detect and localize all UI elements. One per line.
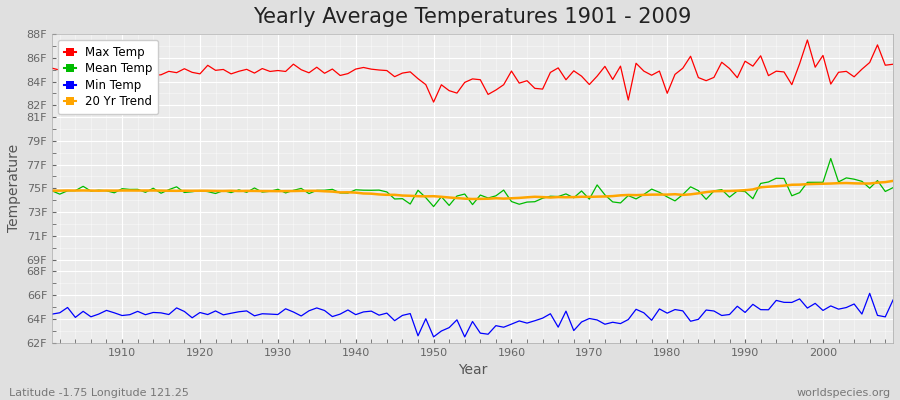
20 Yr Trend — [608, 194, 618, 198]
Mean Temp — [47, 188, 58, 193]
Min Temp — [327, 314, 338, 319]
Max Temp — [514, 81, 525, 86]
Line: 20 Yr Trend: 20 Yr Trend — [52, 181, 893, 199]
20 Yr Trend — [506, 196, 517, 201]
20 Yr Trend — [109, 188, 120, 193]
Title: Yearly Average Temperatures 1901 - 2009: Yearly Average Temperatures 1901 - 2009 — [253, 7, 692, 27]
Legend: Max Temp, Mean Temp, Min Temp, 20 Yr Trend: Max Temp, Mean Temp, Min Temp, 20 Yr Tre… — [58, 40, 158, 114]
20 Yr Trend — [887, 178, 898, 183]
X-axis label: Year: Year — [458, 363, 487, 377]
Text: Latitude -1.75 Longitude 121.25: Latitude -1.75 Longitude 121.25 — [9, 388, 189, 398]
20 Yr Trend — [467, 196, 478, 201]
Max Temp — [506, 69, 517, 74]
Min Temp — [514, 318, 525, 323]
Mean Temp — [327, 187, 338, 192]
Mean Temp — [280, 190, 291, 195]
Mean Temp — [825, 156, 836, 161]
20 Yr Trend — [327, 189, 338, 194]
Mean Temp — [109, 190, 120, 195]
Max Temp — [327, 67, 338, 72]
Y-axis label: Temperature: Temperature — [7, 144, 21, 232]
20 Yr Trend — [514, 196, 525, 200]
Mean Temp — [428, 204, 439, 209]
Mean Temp — [506, 199, 517, 204]
Line: Min Temp: Min Temp — [52, 293, 893, 337]
Max Temp — [608, 77, 618, 82]
Min Temp — [887, 298, 898, 302]
Max Temp — [887, 62, 898, 67]
Text: worldspecies.org: worldspecies.org — [796, 388, 891, 398]
Min Temp — [280, 306, 291, 311]
Max Temp — [280, 69, 291, 74]
Min Temp — [109, 310, 120, 315]
Max Temp — [109, 69, 120, 74]
Mean Temp — [608, 200, 618, 204]
Mean Temp — [887, 185, 898, 190]
20 Yr Trend — [280, 189, 291, 194]
Mean Temp — [514, 202, 525, 207]
Min Temp — [459, 334, 470, 339]
Max Temp — [428, 100, 439, 104]
Min Temp — [506, 322, 517, 326]
Max Temp — [802, 38, 813, 42]
Max Temp — [47, 66, 58, 70]
Min Temp — [864, 291, 875, 296]
Min Temp — [47, 312, 58, 316]
Line: Max Temp: Max Temp — [52, 40, 893, 102]
Line: Mean Temp: Mean Temp — [52, 158, 893, 206]
Min Temp — [608, 320, 618, 325]
20 Yr Trend — [47, 188, 58, 193]
